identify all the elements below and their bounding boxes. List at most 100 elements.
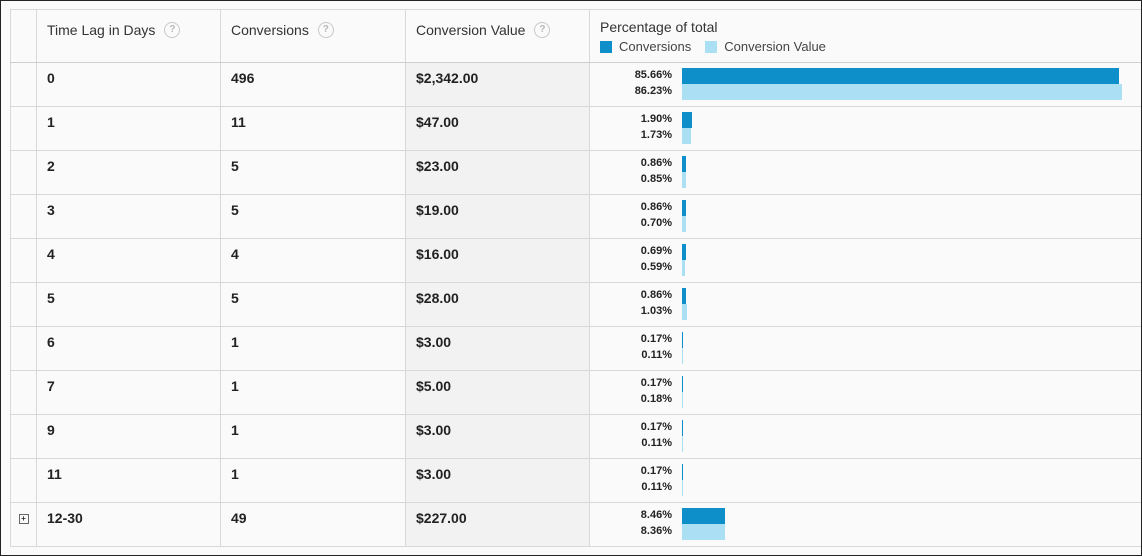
expand-cell: [10, 106, 37, 151]
table-row: 6 1 $3.00 0.17% 0.11%: [10, 326, 1141, 371]
time-lag-cell: 11: [36, 458, 221, 503]
help-icon[interactable]: ?: [164, 22, 181, 38]
conversion-value-percent-label: 0.11%: [641, 481, 672, 493]
time-lag-cell-text: 12-30: [47, 510, 83, 526]
conversions-percent-label: 8.46%: [640, 509, 672, 521]
conversions-bar: [682, 464, 683, 480]
conversions-percent-label: 0.86%: [640, 157, 672, 169]
conversions-cell: 49: [220, 502, 406, 547]
expand-cell: [10, 282, 37, 327]
conversions-bar: [682, 376, 683, 392]
expand-cell: [10, 238, 37, 283]
table-row: 5 5 $28.00 0.86% 1.03%: [10, 282, 1141, 327]
conversion-value-bar: [682, 84, 1122, 100]
help-icon[interactable]: ?: [534, 22, 551, 38]
conversions-percent-label: 85.66%: [634, 69, 672, 81]
conversion-value-bar: [682, 260, 685, 276]
conversion-value-legend-swatch: [705, 40, 718, 53]
conversion-value-cell-text: $3.00: [416, 466, 452, 482]
legend: Conversions Conversion Value: [600, 39, 1141, 54]
conversions-bar: [682, 244, 686, 260]
expand-cell: +: [10, 502, 37, 547]
expand-cell: [10, 194, 37, 239]
conversion-value-cell-text: $3.00: [416, 334, 452, 350]
help-icon[interactable]: ?: [317, 22, 334, 38]
conversion-value-cell-text: $227.00: [416, 510, 467, 526]
conversion-value-bar: [682, 348, 683, 364]
conversions-bar: [682, 156, 687, 172]
conversions-cell: 1: [220, 326, 406, 371]
expand-plus-icon[interactable]: +: [18, 514, 29, 524]
time-lag-header-label: Time Lag in Days: [47, 22, 156, 38]
conversion-value-cell-text: $3.00: [416, 422, 452, 438]
time-lag-cell-text: 4: [47, 246, 55, 262]
conversions-cell-text: 1: [231, 466, 239, 482]
expand-cell: [10, 62, 37, 107]
conversion-value-cell-text: $16.00: [416, 246, 459, 262]
percentage-cell: 0.69% 0.59%: [589, 238, 1141, 283]
conversion-value-cell: $227.00: [405, 502, 590, 547]
percentage-cell: 1.90% 1.73%: [589, 106, 1141, 151]
conversions-legend-swatch: [600, 40, 612, 53]
conversions-cell: 5: [220, 150, 406, 195]
conversion-value-percent-label: 0.59%: [640, 261, 672, 273]
table-row: 4 4 $16.00 0.69% 0.59%: [10, 238, 1141, 283]
conversions-percent-label: 0.86%: [640, 201, 672, 213]
percentage-cell: 0.17% 0.11%: [589, 326, 1141, 371]
conversions-bar: [682, 68, 1119, 84]
time-lag-cell: 2: [36, 150, 221, 195]
percentage-cell: 85.66% 86.23%: [589, 62, 1141, 107]
conversion-value-cell: $16.00: [405, 238, 590, 283]
conversion-value-cell-text: $23.00: [416, 158, 459, 174]
conversions-cell: 4: [220, 238, 406, 283]
conversion-value-percent-label: 0.85%: [640, 173, 672, 185]
percentage-header-label: Percentage of total: [600, 19, 718, 35]
time-lag-cell-text: 5: [47, 290, 55, 306]
percentage-cell: 0.86% 0.70%: [589, 194, 1141, 239]
table-row: 1 11 $47.00 1.90% 1.73%: [10, 106, 1141, 151]
percentage-cell: 0.17% 0.11%: [589, 414, 1141, 459]
conversions-cell-text: 5: [231, 290, 239, 306]
time-lag-table: Time Lag in Days ? Conversions ? Convers…: [10, 9, 1141, 547]
header-row: Time Lag in Days ? Conversions ? Convers…: [10, 9, 1141, 63]
time-lag-cell: 6: [36, 326, 221, 371]
conversions-header[interactable]: Conversions ?: [220, 9, 406, 63]
conversion-value-percent-label: 0.70%: [640, 217, 672, 229]
table-row: +12-30 49 $227.00 8.46% 8.36%: [10, 502, 1141, 547]
expand-cell: [10, 370, 37, 415]
percentage-cell: 0.17% 0.11%: [589, 458, 1141, 503]
conversions-percent-label: 0.86%: [640, 289, 672, 301]
time-lag-header[interactable]: Time Lag in Days ?: [36, 9, 221, 63]
time-lag-cell: 7: [36, 370, 221, 415]
time-lag-cell: 5: [36, 282, 221, 327]
time-lag-cell: 12-30: [36, 502, 221, 547]
expand-column-header: [10, 9, 37, 63]
conversions-cell: 496: [220, 62, 406, 107]
conversion-value-cell: $19.00: [405, 194, 590, 239]
time-lag-cell: 1: [36, 106, 221, 151]
conversions-bar: [682, 112, 692, 128]
table-row: 3 5 $19.00 0.86% 0.70%: [10, 194, 1141, 239]
expand-cell: [10, 414, 37, 459]
conversion-value-cell: $3.00: [405, 326, 590, 371]
conversions-cell: 1: [220, 458, 406, 503]
conversion-value-cell: $28.00: [405, 282, 590, 327]
conversion-value-header[interactable]: Conversion Value ?: [405, 9, 590, 63]
conversion-value-bar: [682, 524, 725, 540]
table-row: 0 496 $2,342.00 85.66% 86.23%: [10, 62, 1141, 107]
conversion-value-cell-text: $19.00: [416, 202, 459, 218]
conversions-cell-text: 5: [231, 202, 239, 218]
conversions-percent-label: 0.17%: [640, 333, 672, 345]
time-lag-cell-text: 7: [47, 378, 55, 394]
conversion-value-bar: [682, 480, 683, 496]
conversion-value-cell-text: $28.00: [416, 290, 459, 306]
conversions-bar: [682, 508, 726, 524]
conversions-header-label: Conversions: [231, 22, 309, 38]
conversions-cell: 5: [220, 194, 406, 239]
time-lag-cell-text: 0: [47, 70, 55, 86]
conversion-value-cell: $23.00: [405, 150, 590, 195]
conversions-cell: 1: [220, 414, 406, 459]
percentage-cell: 0.17% 0.18%: [589, 370, 1141, 415]
time-lag-cell-text: 3: [47, 202, 55, 218]
